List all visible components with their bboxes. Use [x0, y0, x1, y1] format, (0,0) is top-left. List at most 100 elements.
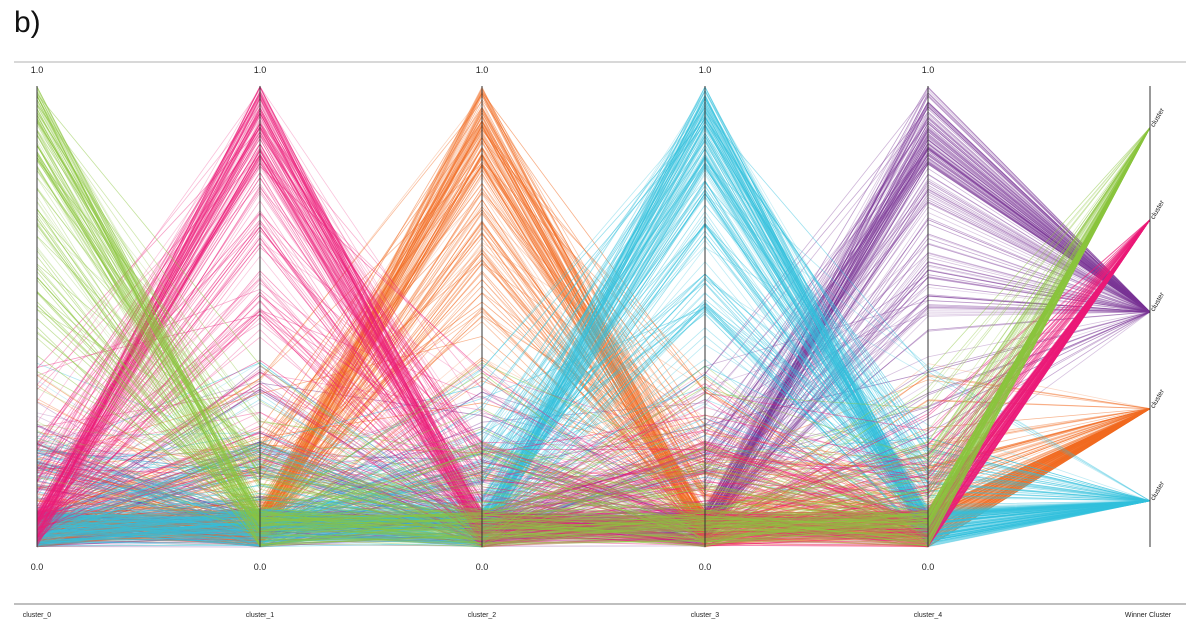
- data-line: [36, 127, 1151, 546]
- data-line: [36, 154, 1151, 540]
- data-line: [36, 127, 1151, 531]
- data-line: [36, 211, 1151, 541]
- data-line: [36, 120, 1151, 536]
- data-line: [36, 127, 1151, 521]
- data-line: [36, 212, 1151, 471]
- data-line: [36, 158, 1151, 528]
- data-line: [36, 423, 1151, 520]
- data-line: [36, 127, 1151, 540]
- data-line: [36, 190, 1151, 537]
- data-line: [36, 127, 1151, 544]
- data-line: [36, 127, 1151, 543]
- data-line: [36, 96, 1151, 537]
- data-line: [36, 120, 1151, 531]
- data-line: [36, 127, 1151, 527]
- data-line: [36, 91, 1151, 546]
- data-line: [36, 112, 1151, 527]
- data-line: [36, 103, 1151, 542]
- data-line: [36, 127, 1151, 531]
- data-line: [36, 127, 1151, 544]
- data-line: [36, 94, 1151, 548]
- data-line: [36, 219, 1151, 528]
- data-line: [36, 108, 1151, 544]
- series-cluster_3: [36, 85, 1151, 548]
- data-line: [36, 142, 1151, 545]
- data-line: [36, 101, 1151, 528]
- data-line: [36, 311, 1151, 547]
- data-line: [36, 126, 1151, 547]
- data-line: [36, 85, 1151, 540]
- data-line: [36, 192, 1151, 537]
- data-line: [36, 192, 1151, 540]
- data-line: [36, 127, 1151, 535]
- data-line: [36, 127, 1151, 548]
- axes-layer: [36, 86, 1151, 547]
- data-line: [36, 127, 1151, 525]
- data-line: [36, 127, 1151, 544]
- data-line: [36, 138, 1151, 522]
- data-line: [36, 304, 1151, 538]
- data-line: [36, 219, 1151, 542]
- data-line: [36, 219, 1151, 548]
- data-line: [36, 310, 1151, 532]
- data-line: [36, 127, 1151, 547]
- data-line: [36, 127, 1151, 544]
- data-line: [36, 219, 1151, 543]
- data-line: [36, 224, 1151, 542]
- data-line: [36, 120, 1151, 548]
- winner-category-label: cluster: [1150, 388, 1167, 410]
- data-line: [36, 127, 1151, 546]
- tick-label-bottom: 0.0: [254, 562, 267, 572]
- data-line: [36, 116, 1151, 548]
- data-line: [36, 127, 1151, 545]
- data-line: [36, 129, 1151, 535]
- data-line: [36, 219, 1151, 537]
- data-line: [36, 154, 1151, 524]
- data-line: [36, 162, 1151, 541]
- data-line: [36, 171, 1151, 544]
- data-line: [36, 109, 1151, 541]
- data-line: [36, 127, 1151, 540]
- data-line: [36, 97, 1151, 536]
- data-line: [36, 127, 1151, 543]
- data-line: [36, 129, 1151, 525]
- tick-label-top: 1.0: [699, 65, 712, 75]
- data-line: [36, 93, 1151, 523]
- data-line: [36, 261, 1151, 524]
- data-line: [36, 327, 1151, 532]
- data-line: [36, 95, 1151, 547]
- data-line: [36, 86, 1151, 545]
- data-line: [36, 227, 1151, 538]
- data-line: [36, 91, 1151, 544]
- data-line: [36, 115, 1151, 538]
- axis-name-label: cluster_2: [468, 612, 497, 619]
- data-line: [36, 219, 1151, 529]
- data-line: [36, 127, 1151, 546]
- data-line: [36, 185, 1151, 548]
- data-line: [36, 306, 1151, 545]
- data-line: [36, 101, 1151, 530]
- data-line: [36, 133, 1151, 546]
- data-line: [36, 127, 1151, 547]
- winner-category-label: cluster: [1150, 199, 1167, 221]
- data-line: [36, 127, 1151, 542]
- data-line: [36, 93, 1151, 542]
- data-line: [36, 127, 1151, 535]
- data-line: [36, 128, 1151, 547]
- data-line: [36, 96, 1151, 535]
- data-line: [36, 145, 1151, 547]
- data-line: [36, 118, 1151, 542]
- axis-name-label: cluster_4: [914, 612, 943, 619]
- data-line: [36, 127, 1151, 524]
- tick-label-bottom: 0.0: [922, 562, 935, 572]
- data-line: [36, 126, 1151, 547]
- data-line: [36, 403, 1151, 547]
- data-line: [36, 234, 1151, 548]
- data-line: [36, 106, 1151, 541]
- data-line: [36, 100, 1151, 529]
- data-line: [36, 127, 1151, 539]
- data-line: [36, 127, 1151, 545]
- data-line: [36, 127, 1151, 528]
- data-line: [36, 279, 1151, 518]
